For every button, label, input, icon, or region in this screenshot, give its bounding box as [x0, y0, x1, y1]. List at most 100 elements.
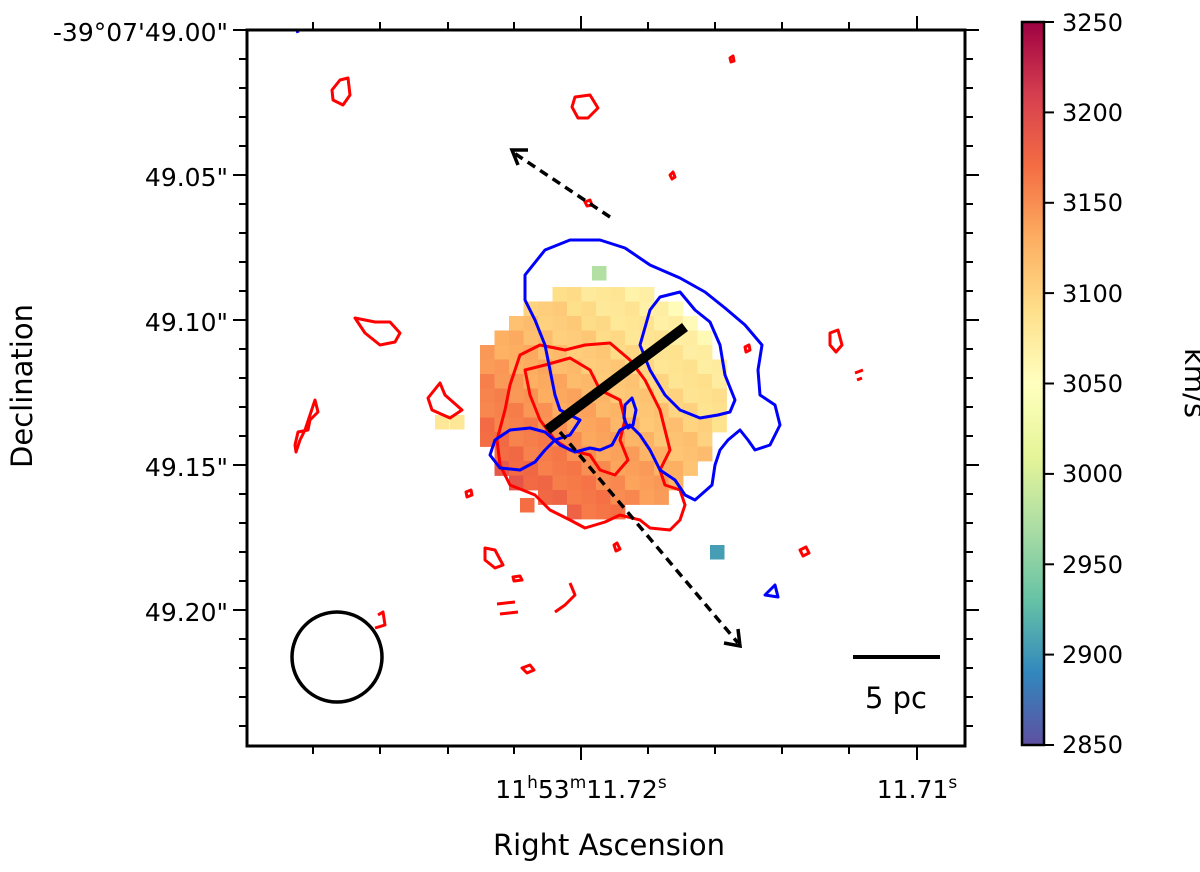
velocity-pixel: [697, 432, 713, 447]
velocity-pixel: [625, 446, 640, 462]
velocity-pixel: [596, 330, 611, 346]
velocity-pixel: [625, 287, 640, 302]
velocity-pixel: [639, 403, 655, 418]
velocity-pixel: [654, 359, 669, 375]
velocity-pixel: [596, 301, 611, 317]
velocity-pixel: [697, 446, 713, 462]
cb-tick-label-5: 3000: [1062, 460, 1123, 488]
velocity-pixel: [683, 316, 698, 331]
plot-frame: [245, 28, 967, 748]
velocity-pixel: [625, 403, 640, 418]
velocity-pixel: [654, 490, 669, 505]
velocity-pixel: [596, 417, 611, 433]
velocity-pixel: [683, 417, 698, 433]
velocity-pixel: [552, 475, 568, 491]
velocity-pixel: [697, 359, 713, 375]
velocity-pixel: [668, 374, 684, 389]
x-tick-0-m: m: [570, 773, 587, 793]
red-contours: [293, 54, 864, 675]
velocity-pixel: [683, 330, 698, 346]
velocity-pixel: [610, 475, 626, 491]
red-contour-11: [520, 663, 536, 675]
red-contour-5: [293, 398, 320, 454]
cb-tick-label-8: 2850: [1062, 731, 1123, 759]
cb-tick-label-1: 3200: [1062, 99, 1123, 127]
velocity-pixel: [625, 345, 640, 360]
red-contour-main: [495, 341, 687, 532]
velocity-pixel: [625, 475, 640, 491]
velocity-pixel: [712, 388, 727, 404]
y-tick-label-1: 49.05": [145, 163, 228, 192]
velocity-pixel: [581, 301, 597, 317]
velocity-pixel: [567, 374, 582, 389]
velocity-pixel: [480, 388, 495, 404]
velocity-pixel: [494, 345, 510, 360]
velocity-pixel: [610, 330, 626, 346]
y-axis: -39°07'49.00" 49.05" 49.10" 49.15" 49.20…: [5, 18, 228, 627]
arrow-lower-right: [558, 430, 740, 645]
velocity-pixel: [683, 359, 698, 375]
x-tick-0-s: s: [658, 773, 667, 793]
y-tick-label-4: 49.20": [145, 598, 228, 627]
blue-contour-small: [622, 396, 638, 430]
red-contour-10: [374, 610, 387, 630]
colorbar-fill: [1022, 22, 1044, 745]
velocity-pixel: [610, 388, 626, 404]
velocity-pixel: [596, 345, 611, 360]
scale-bar-label: 5 pc: [865, 681, 927, 715]
velocity-pixel: [712, 374, 727, 389]
velocity-pixel: [552, 374, 568, 389]
velocity-pixel: [509, 432, 524, 447]
velocity-pixel: [480, 403, 495, 418]
arrow-upper-left: [513, 151, 611, 219]
velocity-pixel: [610, 287, 626, 302]
plot-area: 5 pc: [233, 16, 979, 760]
velocity-pixel: [538, 301, 553, 317]
red-contour-14: [728, 54, 736, 64]
velocity-pixel: [712, 417, 727, 433]
velocity-pixel: [683, 432, 698, 447]
velocity-pixel: [538, 461, 553, 476]
cb-tick-label-3: 3100: [1062, 280, 1123, 308]
x-tick-label-0: 11h53m11.72s: [495, 773, 667, 804]
velocity-pixel: [581, 345, 597, 360]
velocity-pixel: [625, 461, 640, 476]
velocity-pixel: [523, 432, 539, 447]
velocity-pixel: [654, 388, 669, 404]
velocity-pixel: [538, 388, 553, 404]
velocity-pixel: [552, 316, 568, 331]
velocity-pixel: [509, 316, 524, 331]
velocity-pixel: [567, 475, 582, 491]
velocity-pixel: [668, 301, 684, 317]
velocity-pixel: [552, 301, 568, 317]
velocity-pixel: [683, 446, 698, 462]
cb-tick-label-0: 3250: [1062, 9, 1123, 37]
red-contour-18: [464, 488, 474, 499]
velocity-pixel: [494, 359, 510, 375]
velocity-pixel: [668, 417, 684, 433]
velocity-pixel: [654, 316, 669, 331]
colorbar-ticks: [1044, 21, 1054, 746]
red-contour-12: [798, 545, 811, 558]
colorbar-label: km/s: [1178, 348, 1200, 418]
red-contour-8: [554, 582, 577, 614]
velocity-pixel: [450, 415, 465, 430]
velocity-pixel: [567, 490, 582, 505]
colorbar: 3250 3200 3150 3100 3050 3000 2950 2900 …: [1020, 9, 1200, 759]
x-tick-0-hours: 11: [495, 775, 527, 804]
velocity-pixel: [523, 330, 539, 346]
velocity-pixel: [625, 316, 640, 331]
velocity-pixel: [567, 316, 582, 331]
arrow-head-upper-left: [509, 148, 528, 166]
velocity-pixel: [639, 490, 655, 505]
velocity-pixel: [509, 403, 524, 418]
velocity-pixel: [610, 446, 626, 462]
x-tick-label-1: 11.71s: [877, 773, 958, 804]
velocity-pixel: [596, 359, 611, 375]
velocity-pixel: [639, 475, 655, 491]
velocity-pixel: [610, 461, 626, 476]
velocity-pixel: [710, 545, 725, 560]
velocity-pixel: [552, 330, 568, 346]
velocity-pixel: [523, 446, 539, 462]
blue-contour-inner: [638, 290, 737, 420]
